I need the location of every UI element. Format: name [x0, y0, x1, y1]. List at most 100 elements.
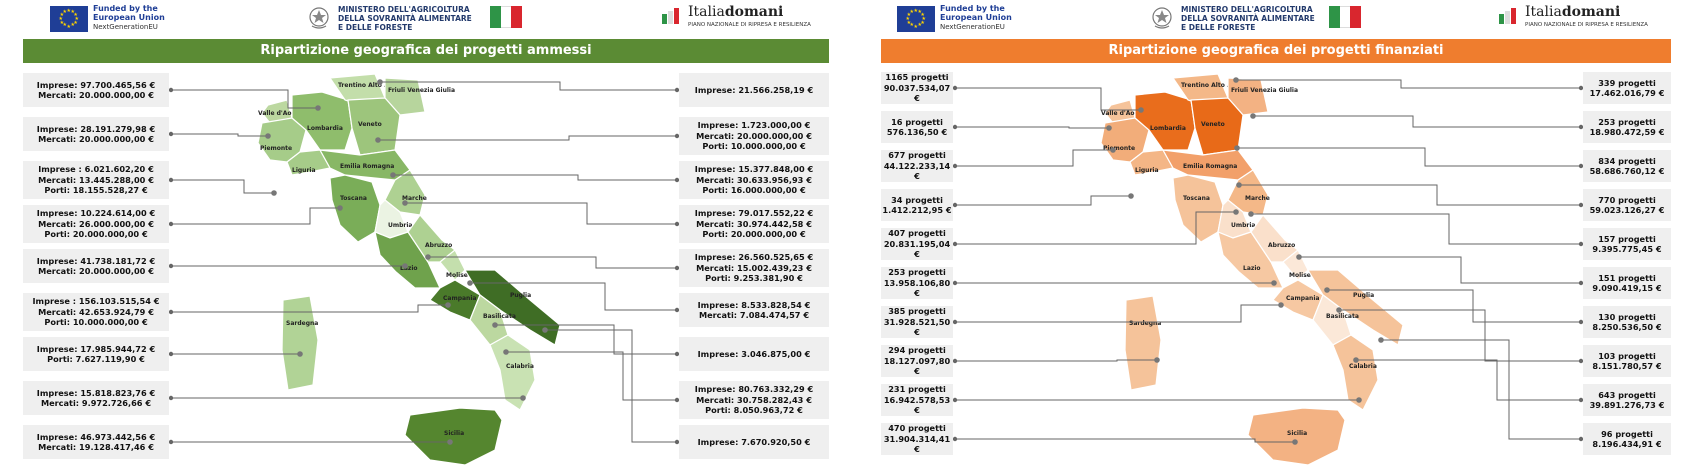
value-line: 16 progetti: [891, 116, 943, 127]
region-label: Abruzzo: [425, 242, 452, 249]
leader-line: [171, 133, 268, 137]
leader-end-dot: [952, 280, 958, 286]
value-line: Mercati: 20.000.000,00 €: [38, 134, 154, 144]
region-dot: [503, 349, 509, 355]
region-label: Liguria: [292, 167, 316, 174]
leader-end-dot: [168, 395, 174, 401]
value-line: 34 progetti: [891, 194, 943, 205]
leader-end-dot: [952, 397, 958, 403]
region-dot: [1278, 302, 1284, 308]
leader-line: [506, 351, 677, 401]
region-label: Piemonte: [1103, 145, 1135, 152]
leader-end-dot: [1578, 436, 1584, 442]
value-box: 96 progetti 8.196.434,91 €: [1583, 423, 1671, 455]
region-label: Emilia Romagna: [1183, 163, 1237, 170]
region-label: Valle d'Aosta: [1101, 110, 1145, 117]
value-line: Mercati: 42.653.924,79 €: [38, 306, 154, 317]
value-line: Porti: 20.000.000,00 €: [702, 229, 806, 240]
finanziati-region-16: [1312, 294, 1352, 346]
ammessi-region-4: [384, 77, 426, 116]
eu-star-icon: ★: [70, 8, 75, 15]
leader-end-dot: [952, 85, 958, 91]
region-label: Trentino Alto Adige: [338, 82, 403, 89]
value-line: Porti: 8.050.963,72 €: [705, 405, 803, 416]
eu-star-icon: ★: [909, 22, 914, 29]
region-dot: [1356, 397, 1362, 403]
leader-end-dot: [1578, 319, 1584, 325]
leader-end-dot: [168, 177, 174, 183]
region-dot: [1378, 337, 1384, 343]
region-label: Toscana: [1183, 195, 1210, 202]
value-box: Imprese: 21.566.258,19 €: [679, 73, 829, 107]
eu-star-icon: ★: [70, 22, 75, 29]
leader-line: [378, 135, 677, 141]
value-box: Imprese: 15.818.823,76 € Mercati: 9.972.7…: [23, 381, 169, 415]
leader-line: [1339, 309, 1581, 362]
leader-end-dot: [952, 436, 958, 442]
region-label: Calabria: [506, 363, 534, 370]
value-line: Mercati: 30.974.442,58 €: [696, 218, 812, 229]
leader-line: [393, 174, 677, 181]
value-line: 407 progetti: [888, 228, 946, 239]
eu-star-icon: ★: [913, 7, 918, 14]
leader-line: [955, 149, 1113, 167]
value-line: Imprese: 7.670.920,50 €: [697, 436, 811, 447]
value-line: Imprese: 80.763.332,29 €: [694, 384, 814, 395]
value-line: 90.037.534,07 €: [883, 82, 951, 104]
ammessi-region-16: [469, 294, 509, 346]
region-dot: [520, 395, 526, 401]
leader-end-dot: [168, 221, 174, 227]
italian-flag-icon: [1329, 6, 1362, 28]
region-dot: [1296, 254, 1302, 260]
region-dot: [1233, 209, 1239, 215]
region-label: Umbria: [388, 222, 412, 229]
region-dot: [1233, 77, 1239, 83]
region-label: Veneto: [358, 121, 382, 128]
value-box: Imprese: 80.763.332,29 € Mercati: 30.758.…: [679, 381, 829, 419]
region-label: Umbria: [1231, 222, 1255, 229]
value-line: Mercati: 26.000.000,00 €: [38, 218, 154, 229]
value-line: Imprese: 79.017.552,22 €: [694, 208, 814, 219]
leader-end-dot: [1578, 202, 1584, 208]
region-dot: [1353, 357, 1359, 363]
leader-line: [955, 359, 1157, 362]
eu-flag-icon: ★ ★ ★ ★ ★ ★ ★ ★ ★ ★ ★ ★: [897, 6, 935, 32]
region-label: Basilicata: [483, 313, 516, 320]
leader-end-dot: [952, 241, 958, 247]
region-dot: [1106, 125, 1112, 131]
region-dot: [467, 280, 473, 286]
region-dot: [297, 351, 303, 357]
value-box: 339 progetti 17.462.016,79 €: [1583, 72, 1671, 104]
region-label: Friuli Venezia Giulia: [388, 87, 455, 94]
value-box: 470 progetti 31.904.314,41 €: [881, 423, 953, 455]
leader-line: [495, 324, 677, 355]
leader-end-dot: [674, 87, 680, 93]
italiadomani-mark-icon: [662, 8, 679, 24]
eu-star-icon: ★: [921, 15, 926, 22]
leader-line: [171, 89, 318, 109]
page-title: Ripartizione geografica dei progetti amm…: [23, 39, 829, 63]
region-label: Abruzzo: [1268, 242, 1295, 249]
region-dot: [1110, 147, 1116, 153]
value-line: 253 progetti: [888, 267, 946, 278]
region-label: Sardegna: [1129, 320, 1161, 327]
region-label: Liguria: [1135, 167, 1159, 174]
value-line: Imprese : 6.021.602,20 €: [38, 164, 154, 175]
value-line: Imprese: 1.723.000,00 €: [697, 120, 811, 131]
value-box: 103 progetti 8.151.780,57 €: [1583, 345, 1671, 377]
finanziati-region-19: [1247, 407, 1346, 466]
region-label: Sicilia: [1287, 430, 1307, 437]
value-line: Porti: 18.155.528,27 €: [44, 185, 148, 196]
leader-line: [955, 195, 1131, 206]
leader-end-dot: [952, 124, 958, 130]
region-dot: [1336, 307, 1342, 313]
eu-star-icon: ★: [59, 11, 65, 18]
value-line: 20.831.195,04 €: [883, 238, 951, 260]
region-dot: [1138, 107, 1144, 113]
value-box: Imprese: 26.560.525,65 € Mercati: 15.002.…: [679, 249, 829, 287]
region-dot: [1234, 145, 1240, 151]
value-box: 1165 progetti 90.037.534,07 €: [881, 72, 953, 104]
region-dot: [377, 79, 383, 85]
value-line: Mercati: 13.445.288,00 €: [38, 174, 154, 185]
region-label: Puglia: [510, 292, 531, 299]
